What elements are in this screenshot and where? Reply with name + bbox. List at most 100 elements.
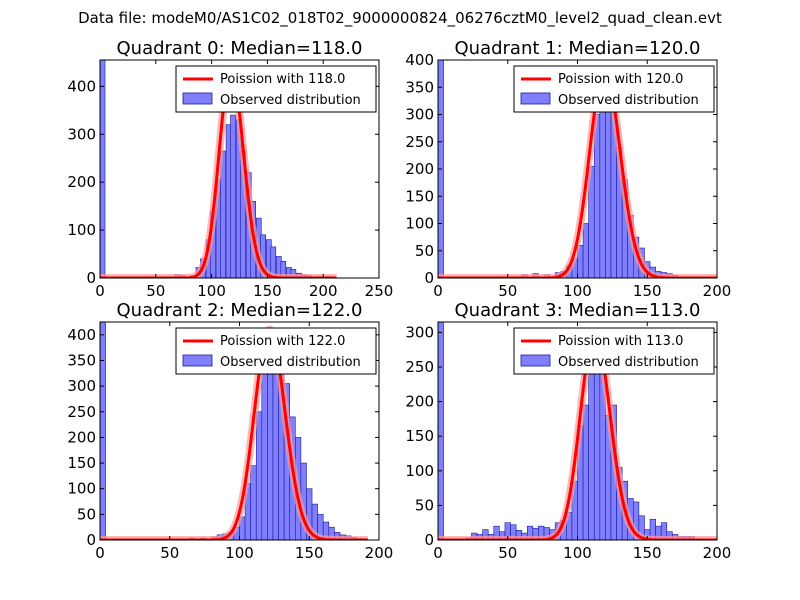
legend-bar-swatch <box>182 92 213 105</box>
y-tick-label: 150 <box>405 187 434 205</box>
legend-curve-label: Poission with 120.0 <box>558 72 683 87</box>
legend-curve-label: Poission with 113.0 <box>558 334 683 349</box>
y-tick-label: 50 <box>415 242 434 260</box>
x-tick-label: 250 <box>365 282 394 300</box>
figure-suptitle: Data file: modeM0/AS1C02_018T02_90000008… <box>78 9 722 28</box>
panels: 0 50 100 150 200 250 0 100 200 300 400 Quadrant 0: … <box>67 38 731 562</box>
y-tick-label: 300 <box>67 125 96 143</box>
panel-title: Quadrant 1: Median=120.0 <box>455 38 701 59</box>
poisson-curve <box>100 328 368 540</box>
x-tick-label: 200 <box>703 544 732 562</box>
quadrant-1-chart: 0 50 100 150 200 0 50 100 150 200 250 300 350 400 Quad… <box>405 38 731 300</box>
x-tick-label: 100 <box>197 282 226 300</box>
histogram-bar <box>250 465 257 540</box>
y-tick-label: 150 <box>67 454 96 472</box>
legend-bar-label: Observed distribution <box>558 355 699 370</box>
legend-bar-swatch <box>520 92 551 105</box>
x-tick-label: 50 <box>498 544 517 562</box>
quadrant-3-chart: 0 50 100 150 200 0 50 100 150 200 250 300 Quadrant 3… <box>405 300 731 562</box>
plot-area <box>438 322 717 540</box>
poisson-curve <box>438 330 717 540</box>
y-tick-label: 50 <box>415 496 434 514</box>
y-tick-label: 100 <box>405 462 434 480</box>
x-tick-label: 200 <box>365 544 394 562</box>
y-tick-label: 250 <box>405 358 434 376</box>
histogram-bar <box>100 322 106 540</box>
quadrant-0-chart: 0 50 100 150 200 250 0 100 200 300 400 Quadrant 0: … <box>67 38 393 300</box>
histogram-bar <box>582 223 589 278</box>
y-tick-label: 250 <box>405 133 434 151</box>
histogram-bar <box>290 269 297 278</box>
y-tick-label: 400 <box>405 51 434 69</box>
histogram-bar <box>438 322 444 540</box>
legend: Poission with 120.0 Observed distribution <box>513 65 715 113</box>
x-tick-label: 150 <box>633 544 662 562</box>
legend: Poission with 122.0 Observed distribution <box>175 327 377 375</box>
y-tick-label: 0 <box>424 531 434 549</box>
y-tick-label: 300 <box>67 377 96 395</box>
x-tick-label: 0 <box>433 282 443 300</box>
x-tick-label: 100 <box>225 544 254 562</box>
quadrant-2-chart: 0 50 100 150 200 0 50 100 150 200 250 300 350 400 Quad… <box>67 300 393 562</box>
histogram-bar <box>280 260 287 278</box>
panel-title: Quadrant 2: Median=122.0 <box>117 300 363 321</box>
legend-bar-label: Observed distribution <box>558 93 699 108</box>
y-tick-label: 0 <box>86 531 96 549</box>
histogram-bar <box>270 246 277 278</box>
y-tick-label: 200 <box>405 393 434 411</box>
x-tick-label: 0 <box>95 282 105 300</box>
histogram-bar <box>255 411 263 540</box>
legend: Poission with 113.0 Observed distribution <box>513 327 715 375</box>
y-tick-label: 250 <box>67 403 96 421</box>
histogram-bar <box>230 114 236 278</box>
y-tick-label: 200 <box>67 173 96 191</box>
histogram-bar <box>593 356 601 540</box>
y-tick-label: 400 <box>67 326 96 344</box>
histogram-bar <box>100 60 106 278</box>
y-tick-label: 100 <box>67 221 96 239</box>
y-tick-label: 100 <box>405 215 434 233</box>
poisson-curve <box>100 68 337 278</box>
legend-curve-label: Poission with 122.0 <box>220 334 345 349</box>
legend-curve-label: Poission with 118.0 <box>220 72 345 87</box>
x-tick-label: 50 <box>146 282 165 300</box>
x-tick-label: 0 <box>95 544 105 562</box>
x-tick-label: 200 <box>703 282 732 300</box>
histogram-bar <box>261 370 268 540</box>
histogram-bar <box>660 522 668 540</box>
legend: Poission with 118.0 Observed distribution <box>175 65 377 113</box>
y-tick-label: 0 <box>424 269 434 287</box>
y-tick-label: 350 <box>405 78 434 96</box>
legend-bar-swatch <box>520 354 551 367</box>
y-tick-label: 300 <box>405 323 434 341</box>
panel-title: Quadrant 3: Median=113.0 <box>455 300 701 321</box>
histogram-bar <box>599 84 606 278</box>
x-tick-label: 100 <box>563 282 592 300</box>
x-tick-label: 200 <box>309 282 338 300</box>
y-tick-label: 150 <box>405 427 434 445</box>
x-tick-label: 50 <box>160 544 179 562</box>
x-tick-label: 50 <box>498 282 517 300</box>
legend-bar-swatch <box>182 354 213 367</box>
histogram-bar <box>582 404 589 540</box>
y-tick-label: 400 <box>67 77 96 95</box>
y-tick-label: 300 <box>405 106 434 124</box>
x-tick-label: 0 <box>433 544 443 562</box>
y-tick-label: 200 <box>405 160 434 178</box>
x-tick-label: 100 <box>563 544 592 562</box>
y-tick-label: 100 <box>67 480 96 498</box>
x-tick-label: 150 <box>253 282 282 300</box>
y-tick-label: 200 <box>67 428 96 446</box>
legend-bar-label: Observed distribution <box>220 355 361 370</box>
y-tick-label: 50 <box>77 505 96 523</box>
legend-bar-label: Observed distribution <box>220 93 361 108</box>
plot-area <box>100 60 340 278</box>
y-tick-label: 350 <box>67 351 96 369</box>
y-tick-label: 0 <box>86 269 96 287</box>
panel-title: Quadrant 0: Median=118.0 <box>117 38 363 59</box>
x-tick-label: 150 <box>295 544 324 562</box>
x-tick-label: 150 <box>633 282 662 300</box>
axes-frame <box>99 59 380 279</box>
histogram-bar <box>588 345 595 540</box>
